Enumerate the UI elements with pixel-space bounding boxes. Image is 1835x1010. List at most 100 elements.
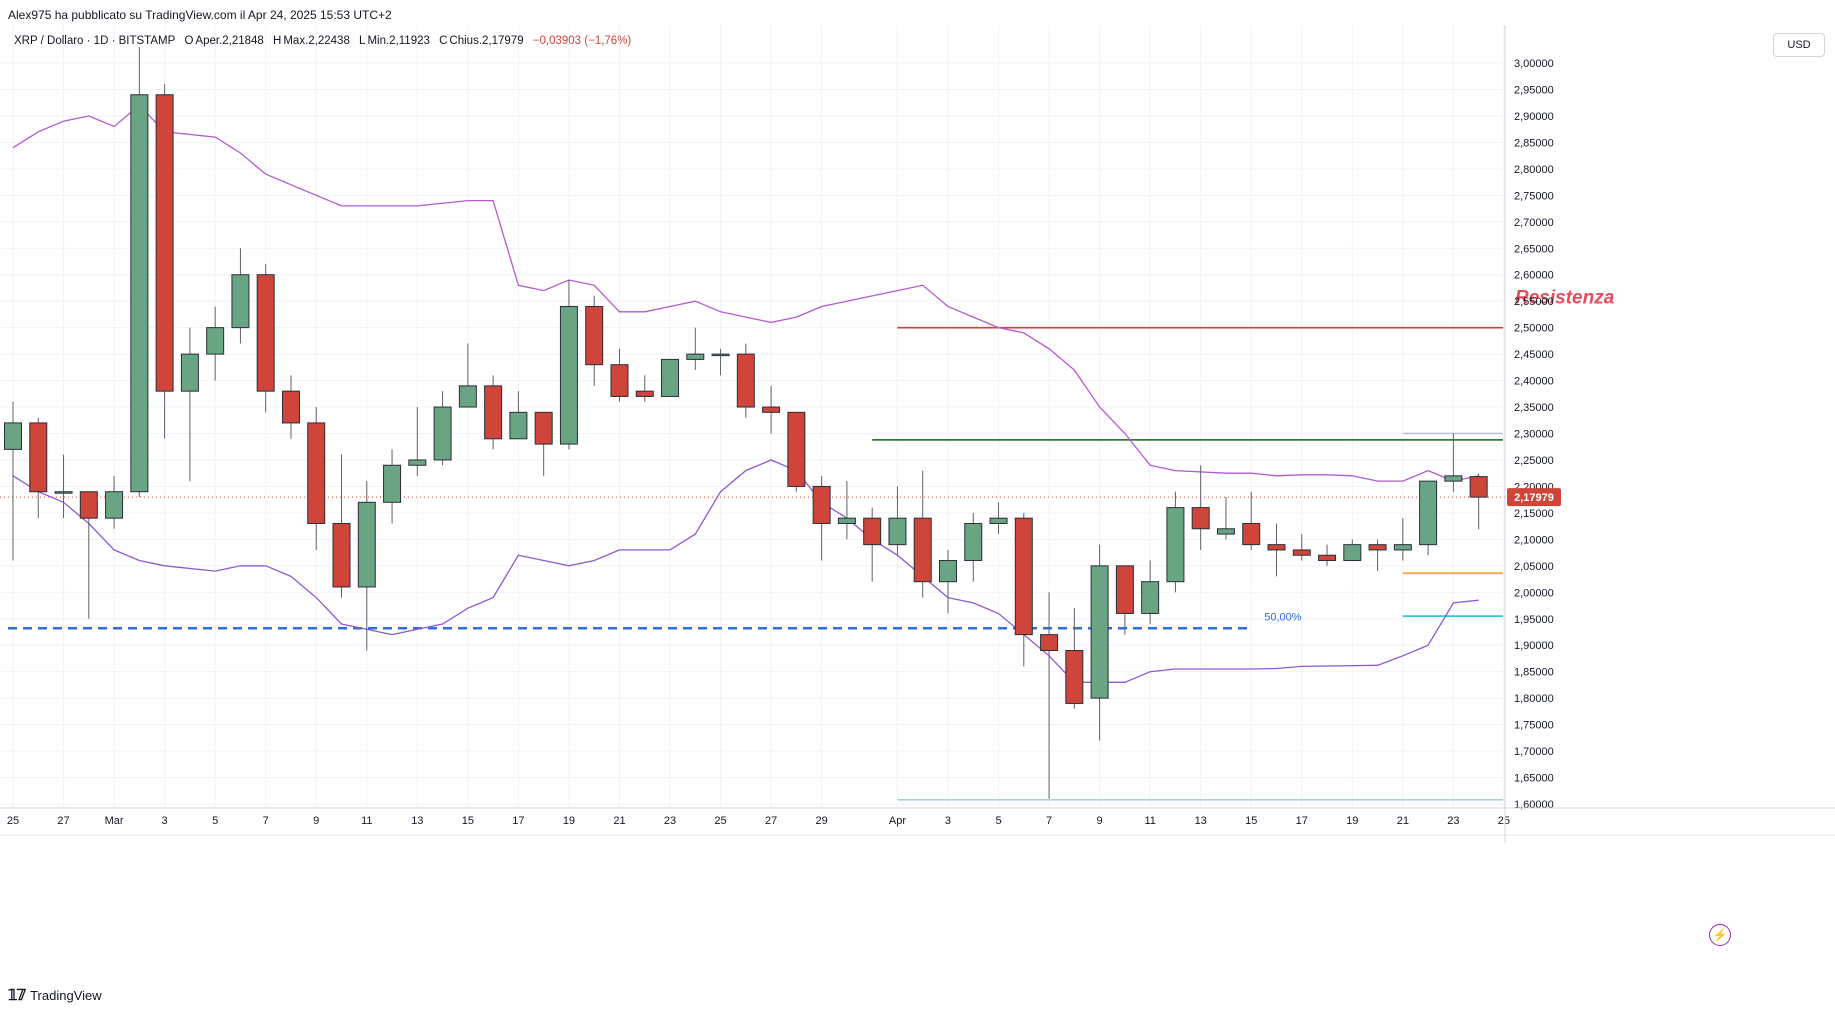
price-channel xyxy=(12,104,1479,683)
candle-body xyxy=(1393,544,1412,551)
tradingview-logo-icon: 𝟙𝟟 xyxy=(8,987,26,1004)
candle xyxy=(1014,512,1033,667)
candle xyxy=(1216,497,1235,540)
lightning-icon[interactable]: ⚡ xyxy=(1709,924,1731,946)
candle-body xyxy=(938,560,957,583)
low-value: Min.2,11923 xyxy=(367,35,430,47)
candle-body xyxy=(1166,507,1185,583)
date-tick-label: 27 xyxy=(57,815,69,827)
price-tick-label: 1,75000 xyxy=(1514,720,1554,732)
candle-body xyxy=(54,491,73,494)
candle xyxy=(1065,608,1084,709)
candle-body xyxy=(408,459,427,466)
price-tick-label: 2,60000 xyxy=(1514,270,1554,282)
candle xyxy=(1368,539,1387,572)
date-tick-label: 21 xyxy=(613,815,625,827)
candle xyxy=(1242,491,1261,550)
candle xyxy=(4,401,22,561)
open-key: O xyxy=(184,35,194,47)
date-tick-label: 15 xyxy=(1245,815,1257,827)
date-tick-label: 23 xyxy=(664,815,676,827)
candle xyxy=(1267,523,1286,577)
candle xyxy=(281,375,300,439)
currency-button[interactable]: USD xyxy=(1773,33,1825,57)
price-tick-label: 3,00000 xyxy=(1514,58,1554,70)
footer-brand[interactable]: 𝟙𝟟 TradingView xyxy=(8,986,102,1004)
symbol-label[interactable]: XRP / Dollaro · 1D · BITSTAMP xyxy=(14,35,176,47)
candle xyxy=(458,343,477,408)
price-tick-label: 2,90000 xyxy=(1514,111,1554,123)
candle xyxy=(1469,473,1488,530)
publisher-caption: Alex975 ha pubblicato su TradingView.com… xyxy=(8,8,392,22)
high-value: Max.2,22438 xyxy=(283,35,350,47)
date-tick-label: 5 xyxy=(212,815,218,827)
price-tick-label: 1,60000 xyxy=(1514,799,1554,811)
date-tick-label: 23 xyxy=(1447,815,1459,827)
price-tick-label: 2,10000 xyxy=(1514,534,1554,546)
candle-body xyxy=(1292,549,1311,556)
candle xyxy=(812,475,831,561)
candle-body xyxy=(1318,554,1337,562)
candle-body xyxy=(383,464,402,503)
candle-body xyxy=(661,358,680,397)
price-tick-label: 2,75000 xyxy=(1514,190,1554,202)
price-tick-label: 2,30000 xyxy=(1514,429,1554,441)
candle xyxy=(1393,518,1412,561)
price-tick-label: 2,65000 xyxy=(1514,243,1554,255)
candle xyxy=(433,391,452,466)
candle xyxy=(1292,534,1311,561)
date-tick-label: Mar xyxy=(105,815,124,827)
candle xyxy=(79,491,98,619)
candle-body xyxy=(787,411,806,487)
candle-body xyxy=(964,522,983,562)
date-tick-label: 29 xyxy=(816,815,828,827)
channel-lower-line xyxy=(12,459,1479,683)
date-tick-label: 25 xyxy=(714,815,726,827)
candle xyxy=(559,280,578,450)
candle xyxy=(1343,539,1362,562)
date-tick-label: 9 xyxy=(1097,815,1103,827)
candle xyxy=(635,375,654,402)
candle-body xyxy=(1419,480,1438,546)
candle xyxy=(509,391,528,440)
candle xyxy=(1191,465,1210,550)
candle xyxy=(938,549,957,614)
candle-body xyxy=(1216,528,1235,535)
resistance-label: Resistenza xyxy=(1515,288,1615,309)
date-tick-label: 3 xyxy=(162,815,168,827)
date-tick-label: 15 xyxy=(462,815,474,827)
candle-body xyxy=(1444,475,1463,482)
candle-body xyxy=(105,491,124,519)
high-key: H xyxy=(273,35,282,47)
candle-body xyxy=(1090,565,1109,699)
ohlc-legend: XRP / Dollaro · 1D · BITSTAMP O Aper.2,21… xyxy=(14,35,637,47)
price-tick-label: 2,40000 xyxy=(1514,376,1554,388)
candle xyxy=(408,407,427,476)
candle xyxy=(1318,544,1337,566)
date-tick-label: 5 xyxy=(995,815,1001,827)
candle-body xyxy=(585,305,604,366)
candle xyxy=(736,343,755,418)
candle xyxy=(357,481,376,651)
candle xyxy=(130,47,149,498)
price-tick-label: 2,70000 xyxy=(1514,217,1554,229)
candle-body xyxy=(231,274,250,329)
price-tick-label: 2,05000 xyxy=(1514,561,1554,573)
candle-body xyxy=(635,390,654,397)
date-tick-label: 7 xyxy=(263,815,269,827)
candle-body xyxy=(1065,650,1084,704)
candle xyxy=(534,411,553,476)
candle xyxy=(105,475,124,529)
date-tick-label: Apr xyxy=(889,815,906,827)
candle-body xyxy=(1469,476,1488,498)
candle xyxy=(231,248,250,344)
candle xyxy=(964,512,983,582)
candle-body xyxy=(332,522,351,588)
candle-body xyxy=(1267,544,1286,551)
date-tick-label: 7 xyxy=(1046,815,1052,827)
date-tick-label: 25 xyxy=(7,815,19,827)
date-tick-label: 21 xyxy=(1397,815,1409,827)
axes: 3,00000 2,95000 2,90000 2,85000 2,80000 2,750… xyxy=(0,25,1835,843)
price-tick-label: 1,85000 xyxy=(1514,667,1554,679)
